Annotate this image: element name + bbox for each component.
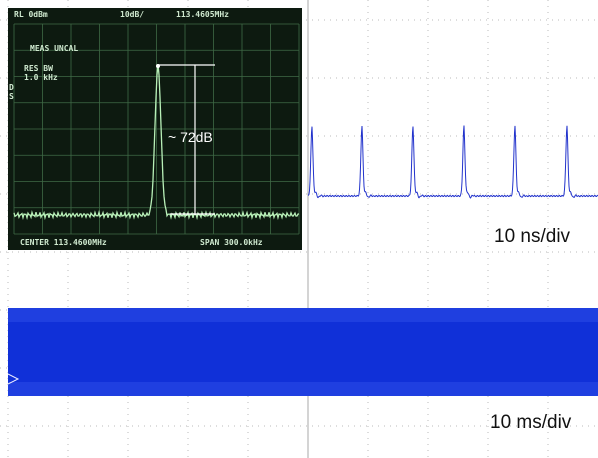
side-mark: D [9, 83, 14, 92]
pulse-trace [307, 125, 598, 199]
side-mark: S [9, 92, 14, 101]
marker-frequency: 113.4605MHz [176, 10, 229, 19]
trigger-marker [7, 373, 20, 385]
span: SPAN 300.0kHz [200, 238, 263, 247]
peak-marker [156, 64, 160, 68]
annotation: ~ 72dB [168, 129, 213, 145]
upper-scale-label: 10 ns/div [494, 226, 571, 247]
res-bw-value: 1.0 kHz [24, 73, 58, 82]
center-frequency: CENTER 113.4600MHz [20, 238, 107, 247]
status: MEAS UNCAL [30, 44, 78, 53]
spectrum-trace [13, 64, 300, 221]
spectrum-inset: ~ 72dB RL 0dBm 10dB/ 113.4605MHz MEAS UN… [8, 8, 302, 250]
inset-grid [13, 23, 300, 235]
lower-scale-label: 10 ms/div [490, 412, 572, 433]
dense-trace-core [8, 322, 598, 382]
res-bw-label: RES BW [24, 64, 53, 73]
ref-level: RL 0dBm [14, 10, 48, 19]
scale-per-div: 10dB/ [120, 10, 144, 19]
